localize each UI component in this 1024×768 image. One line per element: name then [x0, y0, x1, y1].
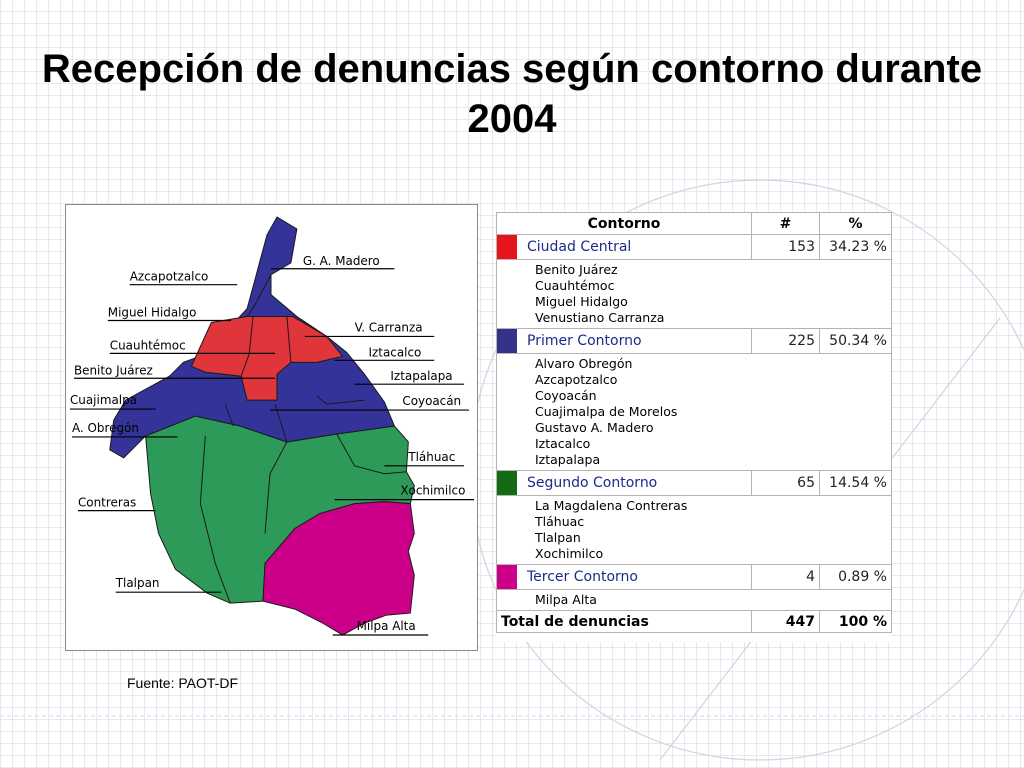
total-count: 447 [751, 610, 820, 633]
border-xochimilco [264, 441, 288, 534]
source-note: Fuente: PAOT-DF [127, 675, 238, 691]
label-obregon: A. Obregón [72, 421, 139, 435]
group-name-cell: Tercer Contorno [496, 564, 752, 590]
label-contreras: Contreras [78, 496, 136, 510]
table-row: Tercer Contorno 4 0.89 % [496, 564, 892, 590]
border-cuajimalpa [224, 403, 234, 427]
table-row: Ciudad Central 153 34.23 % [496, 234, 892, 260]
list-item: Gustavo A. Madero [535, 420, 654, 435]
header-percent: % [819, 212, 892, 235]
list-item: Tlalpan [535, 530, 581, 545]
list-item: Venustiano Carranza [535, 310, 665, 325]
group-name-cell: Ciudad Central [496, 234, 752, 260]
list-item: La Magdalena Contreras [535, 498, 688, 513]
group-name: Segundo Contorno [527, 475, 658, 491]
table-header-row: Contorno # % [496, 212, 892, 235]
stats-table: Contorno # % Ciudad Central 153 34.23 % … [496, 212, 892, 633]
label-cuajimalpa: Cuajimalpa [70, 393, 137, 407]
list-item: Xochimilco [535, 546, 604, 561]
list-item: Iztacalco [535, 436, 591, 451]
segundo-contorno-swatch [497, 471, 517, 495]
group-percent: 14.54 % [819, 470, 892, 496]
label-iztapalapa: Iztapalapa [390, 369, 452, 383]
tercer-contorno-swatch [497, 565, 517, 589]
label-iztacalco: Iztacalco [369, 345, 422, 359]
map-svg: G. A. Madero Azcapotzalco Miguel Hidalgo… [70, 216, 475, 636]
label-milpa-alta: Milpa Alta [357, 619, 416, 633]
label-benito-juarez: Benito Juárez [74, 363, 153, 377]
table-row: Primer Contorno 225 50.34 % [496, 328, 892, 354]
table-row: Benito Juárez Cuauhtémoc Miguel Hidalgo … [496, 259, 892, 329]
label-gam: G. A. Madero [303, 254, 380, 268]
member-list: La Magdalena Contreras Tláhuac Tlalpan X… [496, 495, 892, 565]
label-xochimilco: Xochimilco [400, 484, 465, 498]
list-item: Alvaro Obregón [535, 356, 633, 371]
list-item: Milpa Alta [535, 592, 597, 607]
list-item: Coyoacán [535, 388, 597, 403]
total-label: Total de denuncias [496, 610, 752, 633]
group-count: 65 [751, 470, 820, 496]
contour-map: G. A. Madero Azcapotzalco Miguel Hidalgo… [65, 204, 478, 651]
list-item: Cuauhtémoc [535, 278, 615, 293]
list-item: Tláhuac [535, 514, 585, 529]
label-azcapotzalco: Azcapotzalco [130, 270, 209, 284]
border-tlahuac [336, 433, 407, 475]
border-carranza [286, 316, 292, 363]
list-item: Miguel Hidalgo [535, 294, 628, 309]
region-ciudad-central [190, 316, 344, 401]
table-row: La Magdalena Contreras Tláhuac Tlalpan X… [496, 495, 892, 565]
group-count: 4 [751, 564, 820, 590]
total-row: Total de denuncias 447 100 % [496, 610, 892, 633]
group-name: Primer Contorno [527, 333, 642, 349]
label-coyoacan: Coyoacán [402, 394, 461, 408]
list-item: Cuajimalpa de Morelos [535, 404, 678, 419]
list-item: Azcapotzalco [535, 372, 618, 387]
label-cuauhtemoc: Cuauhtémoc [110, 338, 186, 352]
group-percent: 34.23 % [819, 234, 892, 260]
border-cuauhtemoc [240, 316, 254, 377]
member-list: Alvaro Obregón Azcapotzalco Coyoacán Cua… [496, 353, 892, 471]
group-percent: 0.89 % [819, 564, 892, 590]
header-contorno: Contorno [496, 212, 752, 235]
table-row: Alvaro Obregón Azcapotzalco Coyoacán Cua… [496, 353, 892, 471]
header-count: # [751, 212, 820, 235]
label-carranza: V. Carranza [355, 320, 423, 334]
label-tlalpan: Tlalpan [115, 576, 160, 590]
list-item: Benito Juárez [535, 262, 618, 277]
list-item: Iztapalapa [535, 452, 601, 467]
table-row: Segundo Contorno 65 14.54 % [496, 470, 892, 496]
member-list: Milpa Alta [496, 589, 892, 611]
table-row: Milpa Alta [496, 589, 892, 611]
contour-table: Contorno # % Ciudad Central 153 34.23 % … [496, 212, 892, 642]
border-azcapotzalco [246, 274, 272, 317]
group-percent: 50.34 % [819, 328, 892, 354]
border-tlalpan [199, 435, 231, 604]
group-name-cell: Segundo Contorno [496, 470, 752, 496]
group-name: Ciudad Central [527, 239, 632, 255]
group-name: Tercer Contorno [527, 569, 638, 585]
total-percent: 100 % [819, 610, 892, 633]
primer-contorno-swatch [497, 329, 517, 353]
label-tlahuac: Tláhuac [407, 450, 455, 464]
border-iztapalapa [316, 395, 365, 405]
page-title: Recepción de denuncias según contorno du… [41, 47, 983, 141]
group-name-cell: Primer Contorno [496, 328, 752, 354]
member-list: Benito Juárez Cuauhtémoc Miguel Hidalgo … [496, 259, 892, 329]
label-miguel-hidalgo: Miguel Hidalgo [108, 306, 197, 320]
ciudad-central-swatch [497, 235, 517, 259]
group-count: 153 [751, 234, 820, 260]
group-count: 225 [751, 328, 820, 354]
